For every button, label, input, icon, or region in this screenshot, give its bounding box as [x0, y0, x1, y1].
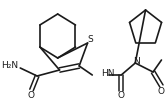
Text: S: S — [88, 35, 93, 43]
Text: O: O — [28, 90, 35, 100]
Text: H₂N: H₂N — [1, 61, 18, 71]
Text: O: O — [157, 87, 164, 95]
Text: HN: HN — [102, 69, 115, 79]
Text: N: N — [133, 58, 140, 66]
Text: O: O — [118, 92, 125, 100]
